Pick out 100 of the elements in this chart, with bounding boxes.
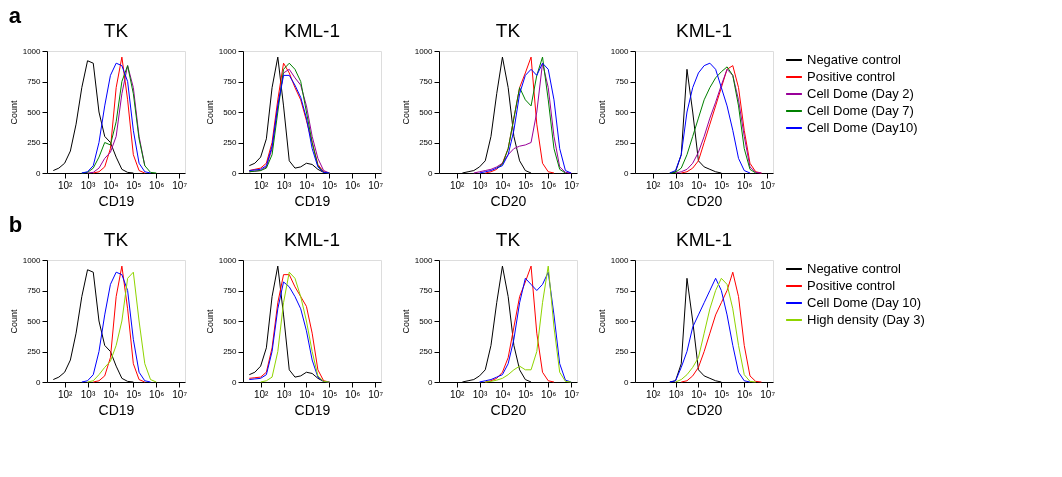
x-tick-label: 10⁶ (737, 179, 753, 191)
y-axis-title: Count (204, 100, 215, 125)
y-tick-label: 500 (27, 316, 42, 326)
x-tick-label: 10⁶ (345, 388, 361, 400)
y-tick-label: 250 (615, 347, 630, 356)
x-tick-label: 10⁶ (737, 388, 753, 400)
chart-title: TK (103, 20, 129, 41)
y-axis-title: Count (596, 309, 607, 334)
legend-label: High density (Day 3) (807, 312, 925, 327)
x-tick-label: 10⁴ (691, 388, 707, 400)
chart-title: KML-1 (284, 20, 340, 41)
x-tick-label: 10² (645, 179, 662, 191)
x-tick-label: 10³ (472, 179, 488, 191)
x-tick-label: 10⁷ (172, 179, 188, 191)
legend-label: Cell Dome (Day10) (807, 120, 918, 135)
chart-title: TK (495, 20, 521, 41)
y-axis-title: Count (400, 100, 411, 125)
legend-label: Cell Dome (Day 2) (807, 86, 914, 101)
y-tick-label: 750 (615, 77, 630, 86)
x-tick-label: 10⁴ (103, 179, 119, 191)
y-axis-title: Count (596, 100, 607, 125)
y-tick-label: 1000 (610, 46, 630, 56)
x-axis-title: CD19 (294, 192, 331, 209)
legend-label: Negative control (807, 52, 902, 67)
y-tick-label: 250 (27, 347, 42, 356)
x-tick-label: 10⁵ (518, 179, 534, 191)
x-tick-label: 10⁵ (714, 388, 730, 400)
x-tick-label: 10³ (276, 179, 292, 191)
x-tick-label: 10⁵ (322, 388, 338, 400)
x-tick-label: 10³ (80, 179, 96, 191)
y-tick-label: 1000 (610, 255, 630, 265)
y-tick-label: 500 (615, 107, 630, 117)
x-tick-label: 10⁷ (760, 388, 776, 400)
x-tick-label: 10⁵ (126, 179, 142, 191)
y-tick-label: 750 (27, 77, 42, 86)
legend-label: Positive control (807, 278, 896, 293)
y-tick-label: 250 (419, 347, 434, 356)
y-tick-label: 500 (419, 316, 434, 326)
y-tick-label: 0 (232, 168, 238, 178)
x-tick-label: 10³ (668, 179, 684, 191)
x-tick-label: 10³ (80, 388, 96, 400)
y-tick-label: 1000 (218, 255, 238, 265)
y-tick-label: 250 (419, 138, 434, 147)
y-tick-label: 0 (624, 168, 630, 178)
y-tick-label: 500 (223, 316, 238, 326)
text: b (8, 211, 23, 237)
y-tick-label: 1000 (22, 255, 42, 265)
y-tick-label: 500 (615, 316, 630, 326)
x-tick-label: 10⁵ (126, 388, 142, 400)
x-tick-label: 10⁵ (714, 179, 730, 191)
y-tick-label: 750 (419, 77, 434, 86)
x-axis-title: CD19 (98, 401, 135, 418)
x-axis-title: CD20 (686, 192, 723, 209)
y-axis-title: Count (8, 100, 19, 125)
y-axis-title: Count (400, 309, 411, 334)
x-tick-label: 10² (253, 179, 270, 191)
x-tick-label: 10² (57, 388, 74, 400)
x-axis-title: CD20 (490, 192, 527, 209)
text: a (8, 2, 22, 28)
x-tick-label: 10⁴ (299, 388, 315, 400)
x-tick-label: 10⁷ (564, 388, 580, 400)
y-tick-label: 500 (223, 107, 238, 117)
x-tick-label: 10⁷ (172, 388, 188, 400)
chart-title: KML-1 (676, 229, 732, 250)
y-axis-title: Count (8, 309, 19, 334)
x-tick-label: 10⁴ (691, 179, 707, 191)
x-tick-label: 10⁴ (299, 179, 315, 191)
y-tick-label: 0 (428, 168, 434, 178)
y-tick-label: 750 (223, 77, 238, 86)
x-tick-label: 10⁴ (495, 179, 511, 191)
x-tick-label: 10⁷ (368, 179, 384, 191)
x-tick-label: 10⁵ (322, 179, 338, 191)
x-tick-label: 10⁷ (564, 179, 580, 191)
y-axis-title: Count (204, 309, 215, 334)
y-tick-label: 1000 (218, 46, 238, 56)
y-tick-label: 250 (223, 347, 238, 356)
y-tick-label: 0 (232, 377, 238, 387)
y-tick-label: 500 (27, 107, 42, 117)
y-tick-label: 1000 (414, 255, 434, 265)
y-tick-label: 750 (419, 286, 434, 295)
legend-label: Positive control (807, 69, 896, 84)
x-axis-title: CD20 (686, 401, 723, 418)
y-tick-label: 1000 (22, 46, 42, 56)
y-tick-label: 0 (624, 377, 630, 387)
chart-title: KML-1 (676, 20, 732, 41)
x-tick-label: 10² (57, 179, 74, 191)
chart-title: KML-1 (284, 229, 340, 250)
x-tick-label: 10⁶ (345, 179, 361, 191)
x-tick-label: 10⁵ (518, 388, 534, 400)
y-tick-label: 750 (27, 286, 42, 295)
chart-title: TK (495, 229, 521, 250)
y-tick-label: 250 (615, 138, 630, 147)
y-tick-label: 750 (615, 286, 630, 295)
x-axis-title: CD19 (294, 401, 331, 418)
legend-label: Cell Dome (Day 10) (807, 295, 922, 310)
x-axis-title: CD19 (98, 192, 135, 209)
x-tick-label: 10⁶ (541, 388, 557, 400)
y-tick-label: 0 (36, 168, 42, 178)
x-tick-label: 10⁶ (149, 179, 165, 191)
x-tick-label: 10⁴ (495, 388, 511, 400)
